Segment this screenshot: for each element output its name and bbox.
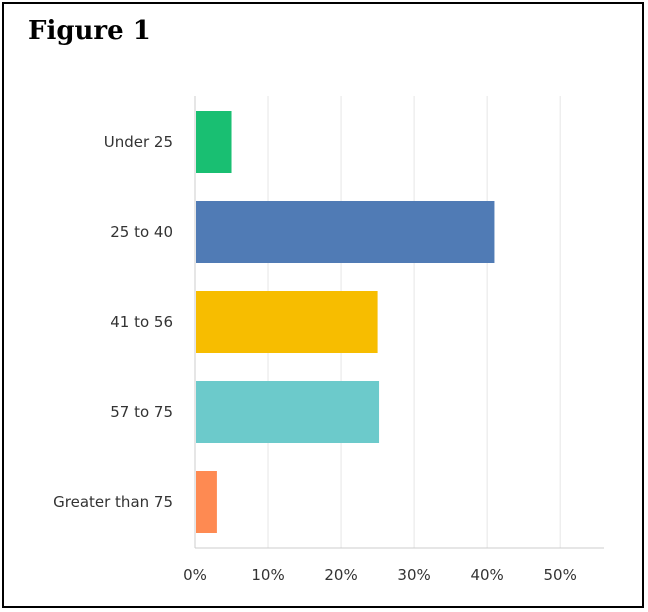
bar [196, 111, 232, 173]
category-label: Greater than 75 [53, 493, 173, 511]
bars [196, 111, 495, 533]
bar [196, 291, 378, 353]
tick-labels: 0% 10% 20% 30% 40% 50% [183, 566, 577, 584]
tick-label: 30% [397, 566, 430, 584]
tick-label: 40% [470, 566, 503, 584]
category-label: 41 to 56 [110, 313, 173, 331]
category-label: 25 to 40 [110, 223, 173, 241]
tick-label: 50% [544, 566, 577, 584]
tick-label: 20% [324, 566, 357, 584]
category-labels: Under 25 25 to 40 41 to 56 57 to 75 Greater … [53, 133, 173, 511]
category-label: Under 25 [104, 133, 173, 151]
bar [196, 201, 495, 263]
category-label: 57 to 75 [110, 403, 173, 421]
bar [196, 381, 380, 443]
bar [196, 471, 217, 533]
tick-label: 0% [183, 566, 207, 584]
figure-title: Figure 1 [28, 16, 151, 46]
tick-label: 10% [251, 566, 284, 584]
